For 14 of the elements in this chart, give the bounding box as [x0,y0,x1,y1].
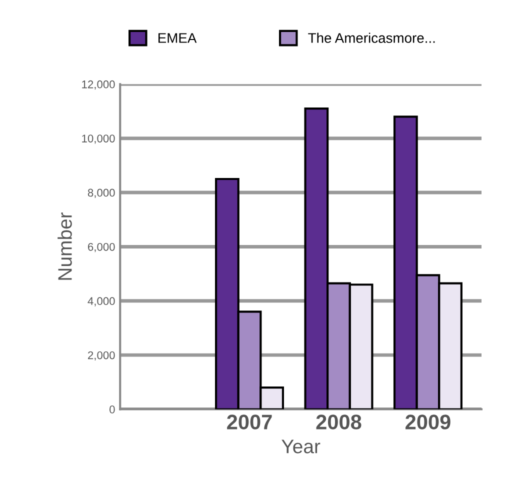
x-tick-label: 2009 [406,414,450,430]
y-axis-title: Number [58,212,72,280]
y-tick-label: 8,000 [88,188,115,198]
legend-label: The Americasmore... [308,32,435,43]
y-tick-label: 0 [110,406,115,414]
x-tick-label: 2007 [227,414,272,430]
y-tick-label: 2,000 [88,351,115,361]
legend-label: EMEA [158,33,197,43]
y-tick-label: 12,000 [82,80,115,90]
y-tick-label: 10,000 [82,134,115,144]
y-tick-label: 6,000 [88,242,115,252]
x-axis-title: Year [282,440,320,454]
y-tick-label: 4,000 [88,297,115,306]
x-tick-label: 2008 [316,414,362,430]
